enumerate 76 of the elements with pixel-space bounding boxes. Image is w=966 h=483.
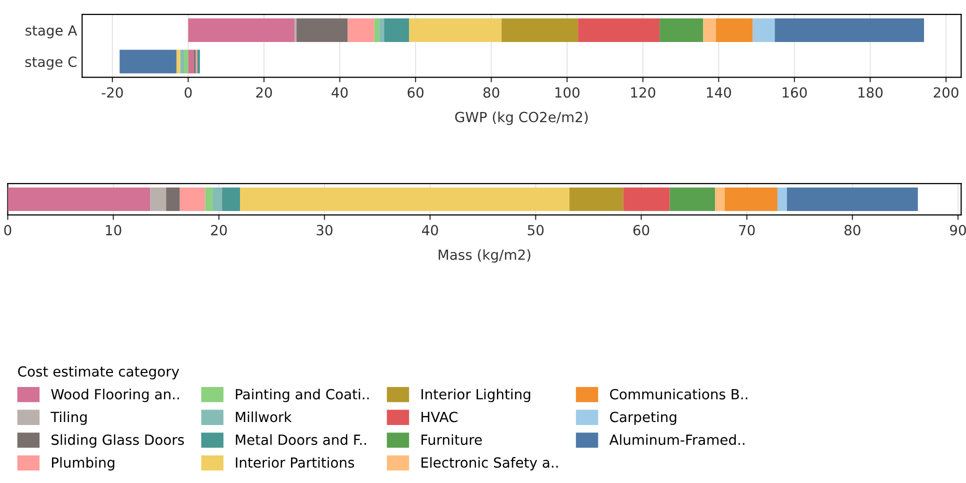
x-tick-label: 50	[528, 224, 544, 236]
x-tick-label: 160	[782, 87, 807, 98]
y-tick-label: stage A	[26, 25, 78, 38]
legend-label: Wood Flooring an..	[51, 388, 179, 402]
legend-label: Tiling	[50, 411, 87, 425]
x-tick-label: 80	[483, 87, 500, 98]
legend-label: Millwork	[236, 411, 292, 422]
x-tick-label: 20	[256, 87, 272, 98]
x-tick-label: 100	[555, 87, 580, 98]
x-axis-title: Mass (kg/m2)	[438, 249, 530, 263]
legend-label: Electronic Safety a..	[422, 457, 558, 470]
legend-label: Interior Lighting	[422, 388, 530, 402]
x-tick-label: 40	[332, 87, 348, 98]
bar	[777, 187, 787, 212]
bar	[752, 18, 775, 42]
x-tick-label: 0	[184, 87, 192, 98]
legend-label: Aluminum-Framed..	[609, 434, 744, 446]
bar	[569, 187, 624, 212]
bar	[180, 50, 184, 74]
bar	[348, 18, 374, 42]
bar	[502, 18, 578, 42]
bar	[166, 187, 180, 212]
x-tick-label: 10	[106, 224, 122, 236]
x-tick-label: 140	[706, 87, 732, 98]
bar	[623, 187, 670, 212]
bar	[374, 18, 380, 42]
legend-label: Carpeting	[610, 411, 676, 425]
bar	[212, 187, 222, 212]
x-tick-label: 200	[934, 87, 958, 98]
legend-title: Cost estimate category	[18, 366, 180, 380]
bar	[716, 18, 753, 42]
x-tick-label: 60	[633, 224, 650, 236]
bar	[205, 187, 213, 212]
bar	[715, 187, 725, 212]
bar	[774, 18, 924, 42]
x-tick-label: 60	[408, 87, 424, 98]
x-tick-label: -20	[102, 87, 123, 98]
legend-label: Furniture	[422, 434, 482, 446]
bar	[150, 187, 166, 212]
bar	[184, 50, 188, 74]
bar	[296, 18, 348, 42]
legend-label: Plumbing	[52, 457, 114, 470]
bar	[379, 18, 384, 42]
bar	[703, 18, 716, 42]
x-tick-label: 20	[211, 224, 227, 236]
x-tick-label: 70	[739, 224, 755, 236]
legend-label: HVAC	[422, 412, 458, 422]
x-axis-title: GWP (kg CO2e/m2)	[455, 112, 588, 125]
x-tick-label: 90	[950, 224, 966, 236]
x-tick-label: 30	[316, 224, 332, 236]
x-tick-label: 120	[631, 87, 656, 98]
bar	[578, 18, 660, 42]
x-tick-label: 0	[4, 224, 12, 236]
bar	[409, 18, 502, 42]
bar	[724, 187, 778, 212]
bar	[660, 18, 704, 42]
x-tick-label: 180	[858, 87, 883, 98]
bar	[786, 187, 918, 212]
legend-label: Metal Doors and F..	[236, 434, 366, 446]
bar	[180, 187, 206, 212]
legend-label: Interior Partitions	[236, 457, 354, 468]
y-tick-label: stage C	[25, 56, 76, 70]
legend-label: Painting and Coati..	[236, 388, 369, 402]
bar	[670, 187, 716, 212]
bar	[384, 18, 410, 42]
legend-label: Sliding Glass Doors	[52, 434, 184, 448]
bar	[120, 50, 176, 74]
x-tick-label: 40	[422, 224, 438, 236]
bar	[188, 18, 295, 42]
bar	[197, 50, 200, 74]
bar	[188, 50, 194, 74]
x-tick-label: 80	[844, 224, 860, 236]
bar	[8, 187, 150, 212]
bar	[176, 50, 180, 74]
legend-label: Communications B..	[610, 388, 748, 400]
bar	[222, 187, 240, 212]
